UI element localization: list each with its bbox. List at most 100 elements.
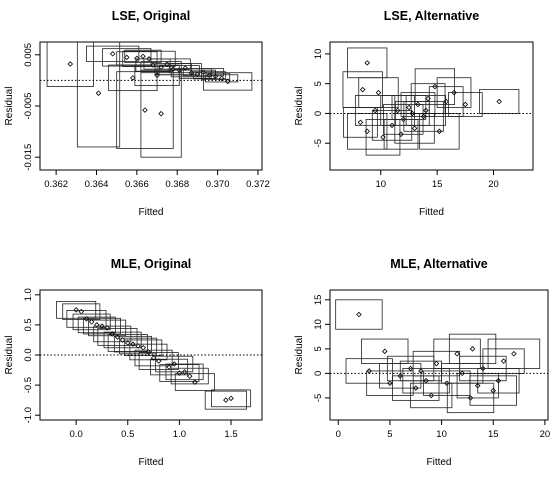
data-point [459, 370, 466, 377]
y-tick-label: 1.0 [23, 288, 34, 301]
box-mark [88, 319, 127, 337]
y-axis: -1.0 -0.5 0.0 0.5 1.0 [23, 288, 41, 423]
y-tick-label: 0.005 [23, 43, 34, 67]
data-point [381, 348, 388, 355]
box-mark [358, 77, 399, 108]
data-point [145, 349, 152, 355]
data-point [462, 101, 469, 108]
chart-panel-4: MLE, Alternative 0 5 10 15 20 -5 0 5 10 15 Fitted Re… [294, 257, 550, 468]
data-point [228, 395, 234, 402]
y-axis: -5 0 5 10 15 [313, 295, 331, 402]
data-point [150, 62, 156, 68]
box-mark [119, 337, 158, 355]
x-tick-label: 15 [488, 429, 499, 440]
data-point [495, 377, 502, 384]
data-point [142, 107, 148, 113]
data-marks [56, 301, 252, 410]
data-point [130, 75, 136, 81]
box-mark [97, 328, 138, 346]
data-point [423, 107, 429, 114]
box-mark [159, 364, 200, 382]
x-tick-label: 15 [432, 179, 443, 190]
box-mark [203, 72, 253, 91]
x-tick-label: 0.370 [206, 179, 230, 190]
data-point [109, 51, 116, 57]
box-mark [469, 375, 517, 406]
y-tick-label: 0.5 [23, 318, 34, 331]
box-mark [140, 69, 182, 158]
box-mark [143, 58, 191, 70]
x-tick-label: 10 [375, 179, 386, 190]
box-mark [93, 325, 132, 343]
data-point [443, 380, 450, 386]
data-point [95, 90, 102, 96]
data-point [432, 83, 438, 90]
box-mark [107, 334, 148, 352]
box-mark [335, 299, 383, 330]
box-mark [134, 64, 180, 86]
x-tick-label: 20 [540, 429, 550, 440]
box-mark [46, 42, 94, 87]
data-point [218, 75, 225, 82]
y-axis-label: Residual [294, 336, 305, 375]
box-mark [134, 349, 173, 367]
x-tick-label: 0.5 [121, 429, 134, 440]
box-mark [66, 310, 107, 328]
plot-frame [329, 41, 534, 171]
x-tick-label: 0.362 [44, 179, 68, 190]
y-tick-label: -0.5 [23, 377, 34, 393]
chart-panel-2: LSE, Alternative 10 15 20 -5 0 5 10 Fitted Residu… [294, 9, 534, 218]
x-tick-label: 0.0 [70, 429, 83, 440]
box-mark [76, 42, 121, 148]
data-point [188, 69, 195, 76]
data-point [130, 341, 136, 347]
chart-title: MLE, Alternative [390, 257, 488, 271]
x-tick-label: 0.372 [246, 179, 270, 190]
box-mark [205, 74, 239, 83]
box-mark [116, 71, 174, 149]
data-marks [46, 42, 253, 158]
x-axis-label: Fitted [138, 457, 163, 468]
data-point [418, 368, 424, 374]
box-mark [204, 390, 247, 410]
data-point [166, 364, 172, 370]
box-mark [448, 92, 483, 117]
data-point [454, 351, 460, 357]
box-mark [354, 95, 396, 126]
box-mark [124, 49, 162, 63]
data-point [394, 107, 401, 114]
data-point [359, 86, 366, 93]
data-point [124, 54, 130, 61]
data-point [469, 346, 476, 352]
data-point [433, 360, 440, 367]
data-marks [335, 299, 541, 414]
x-axis: 10 15 20 [375, 169, 499, 190]
data-point [94, 322, 100, 328]
box-mark [56, 301, 97, 319]
x-tick-label: 10 [436, 429, 447, 440]
box-mark [124, 339, 163, 357]
data-marks [342, 47, 520, 156]
data-point [436, 128, 443, 135]
chart-title: LSE, Alternative [384, 9, 479, 23]
data-point [443, 98, 449, 105]
data-point [104, 325, 110, 331]
box-mark [479, 89, 520, 114]
data-point [387, 380, 393, 386]
y-tick-label: 5 [313, 81, 324, 86]
y-tick-label: 0.0 [23, 348, 34, 361]
box-mark [347, 47, 388, 79]
data-point [380, 134, 386, 141]
data-point [428, 392, 435, 399]
data-point [409, 110, 416, 117]
data-point [109, 331, 116, 337]
data-point [194, 71, 201, 78]
y-axis-label: Residual [4, 336, 15, 375]
data-point [212, 73, 219, 80]
data-point [223, 397, 229, 403]
y-tick-label: 5 [313, 346, 324, 351]
data-point [67, 61, 74, 67]
y-tick-label: -5 [313, 139, 324, 147]
y-tick-label: -1.0 [23, 407, 34, 423]
